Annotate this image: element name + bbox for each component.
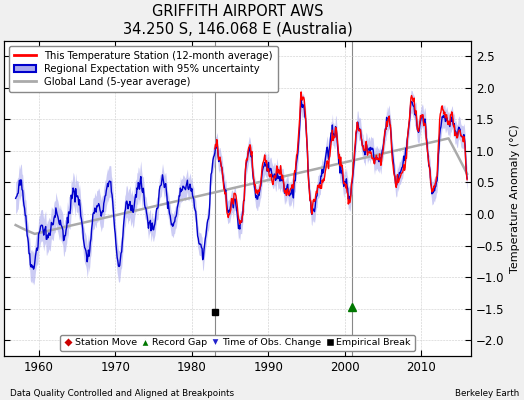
Y-axis label: Temperature Anomaly (°C): Temperature Anomaly (°C)	[510, 124, 520, 273]
Text: Berkeley Earth: Berkeley Earth	[454, 389, 519, 398]
Legend: Station Move, Record Gap, Time of Obs. Change, Empirical Break: Station Move, Record Gap, Time of Obs. C…	[60, 335, 414, 351]
Title: GRIFFITH AIRPORT AWS
34.250 S, 146.068 E (Australia): GRIFFITH AIRPORT AWS 34.250 S, 146.068 E…	[123, 4, 353, 36]
Text: Data Quality Controlled and Aligned at Breakpoints: Data Quality Controlled and Aligned at B…	[10, 389, 235, 398]
